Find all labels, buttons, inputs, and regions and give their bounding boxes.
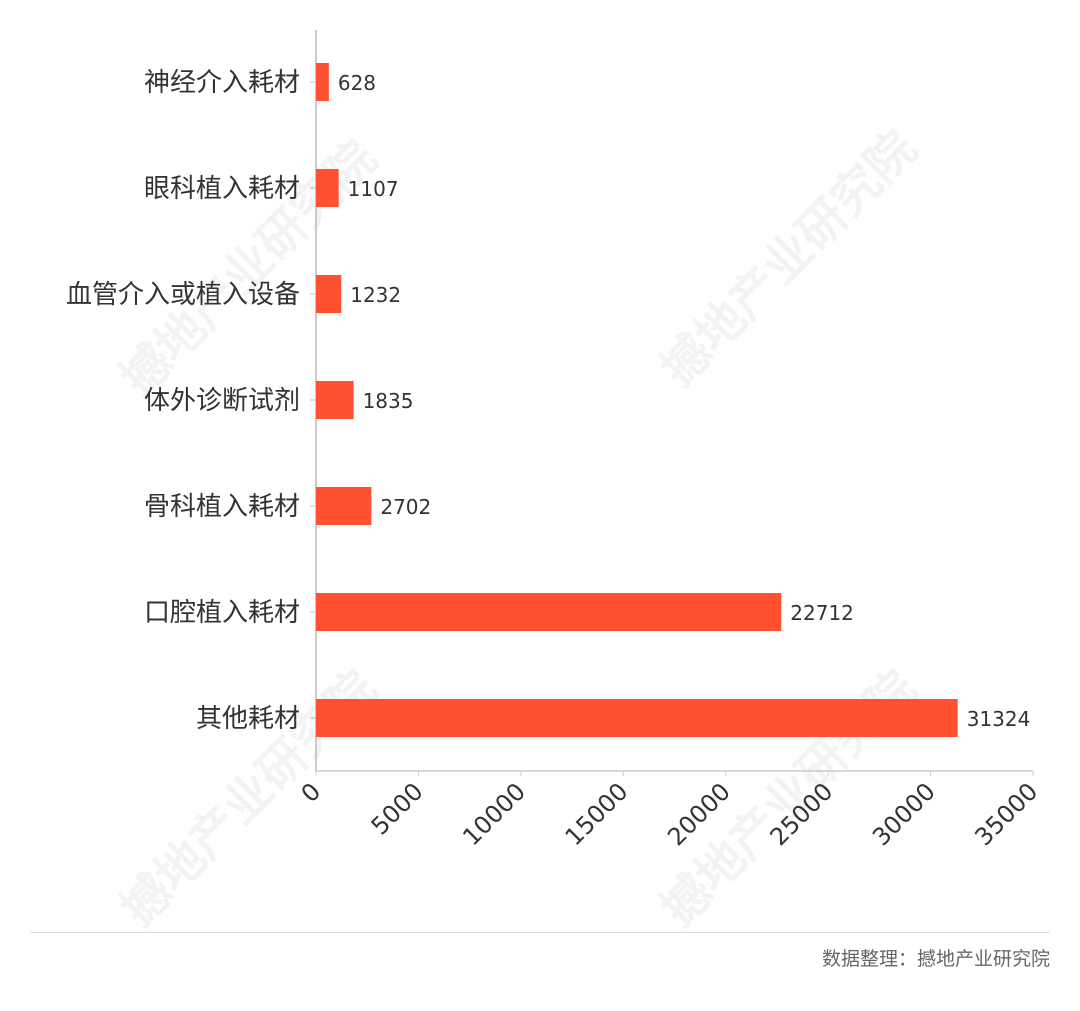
x-tick-label: 15000 [560, 777, 634, 851]
category-label: 其他耗材 [196, 704, 300, 734]
category-label: 口腔植入耗材 [144, 598, 300, 628]
x-tick-label: 10000 [457, 777, 531, 851]
bar [316, 487, 372, 525]
bar [316, 63, 329, 101]
category-label: 骨科植入耗材 [144, 492, 300, 522]
x-tick-label: 5000 [366, 777, 429, 840]
footer-divider [30, 932, 1050, 933]
category-label: 血管介入或植入设备 [66, 280, 300, 310]
source-note: 数据整理：撼地产业研究院 [821, 948, 1050, 970]
bar-chart: 撼地产业研究院撼地产业研究院撼地产业研究院撼地产业研究院 神经介入耗材628眼科… [66, 30, 1043, 930]
watermark-text: 撼地产业研究院 [110, 130, 387, 407]
data-label: 628 [338, 71, 376, 95]
data-label: 22712 [790, 601, 854, 625]
bar [316, 275, 342, 313]
category-label: 眼科植入耗材 [144, 174, 300, 204]
category-label: 神经介入耗材 [144, 68, 300, 98]
bar [316, 699, 958, 737]
data-label: 1835 [363, 389, 414, 413]
category-label: 体外诊断试剂 [144, 386, 300, 416]
bar [316, 381, 354, 419]
x-tick-label: 30000 [867, 777, 941, 851]
watermark-text: 撼地产业研究院 [650, 120, 927, 397]
data-label: 31324 [967, 707, 1031, 731]
bar [316, 593, 782, 631]
data-label: 1232 [350, 283, 401, 307]
bar [316, 169, 339, 207]
x-tick-label: 35000 [969, 777, 1043, 851]
data-label: 2702 [380, 495, 431, 519]
data-label: 1107 [348, 177, 399, 201]
